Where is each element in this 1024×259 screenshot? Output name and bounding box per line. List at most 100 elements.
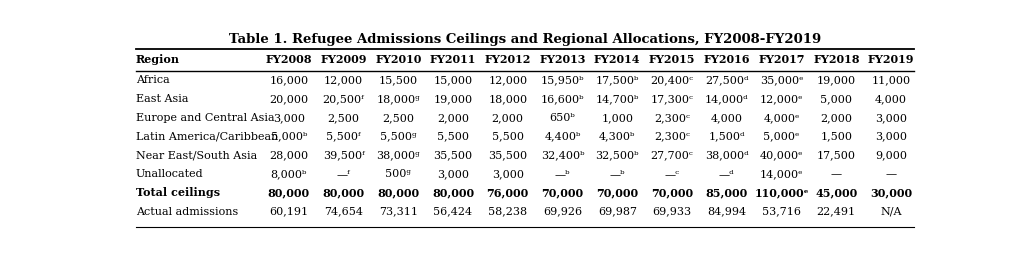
Text: FY2010: FY2010 (375, 54, 422, 66)
Text: —ᵇ: —ᵇ (609, 169, 625, 179)
Text: 84,994: 84,994 (708, 207, 746, 217)
Text: 17,300ᶜ: 17,300ᶜ (650, 94, 693, 104)
Text: 3,000: 3,000 (876, 132, 907, 142)
Text: 650ᵇ: 650ᵇ (550, 113, 575, 123)
Text: Unallocated: Unallocated (136, 169, 204, 179)
Text: 17,500: 17,500 (817, 150, 856, 160)
Text: FY2013: FY2013 (540, 54, 586, 66)
Text: 4,000: 4,000 (711, 113, 742, 123)
Text: 3,000: 3,000 (492, 169, 523, 179)
Text: 76,000: 76,000 (486, 187, 528, 198)
Text: Region: Region (136, 54, 180, 66)
Text: 15,950ᵇ: 15,950ᵇ (541, 75, 585, 85)
Text: 85,000: 85,000 (706, 187, 748, 198)
Text: Near East/South Asia: Near East/South Asia (136, 150, 257, 160)
Text: 12,000: 12,000 (488, 75, 527, 85)
Text: FY2017: FY2017 (759, 54, 805, 66)
Text: 20,000: 20,000 (269, 94, 308, 104)
Text: FY2016: FY2016 (703, 54, 750, 66)
Text: 80,000: 80,000 (267, 187, 310, 198)
Text: 80,000: 80,000 (377, 187, 419, 198)
Text: 2,300ᶜ: 2,300ᶜ (654, 113, 690, 123)
Text: 4,400ᵇ: 4,400ᵇ (545, 132, 581, 142)
Text: —ᶠ: —ᶠ (337, 169, 350, 179)
Text: —ᵇ: —ᵇ (555, 169, 570, 179)
Text: —ᶜ: —ᶜ (665, 169, 680, 179)
Text: Table 1. Refugee Admissions Ceilings and Regional Allocations, FY2008-FY2019: Table 1. Refugee Admissions Ceilings and… (228, 33, 821, 46)
Text: —: — (830, 169, 842, 179)
Text: Africa: Africa (136, 75, 170, 85)
Text: —: — (886, 169, 897, 179)
Text: N/A: N/A (881, 207, 902, 217)
Text: 5,500ᶠ: 5,500ᶠ (327, 132, 360, 142)
Text: 1,000: 1,000 (601, 113, 633, 123)
Text: 70,000: 70,000 (651, 187, 693, 198)
Text: 74,654: 74,654 (324, 207, 362, 217)
Text: 69,987: 69,987 (598, 207, 637, 217)
Text: 5,500ᵍ: 5,500ᵍ (380, 132, 417, 142)
Text: 4,300ᵇ: 4,300ᵇ (599, 132, 636, 142)
Text: 22,491: 22,491 (817, 207, 856, 217)
Text: 15,000: 15,000 (433, 75, 472, 85)
Text: Latin America/Caribbean: Latin America/Caribbean (136, 132, 279, 142)
Text: 27,500ᵈ: 27,500ᵈ (705, 75, 749, 85)
Text: 30,000: 30,000 (870, 187, 912, 198)
Text: 18,000: 18,000 (488, 94, 527, 104)
Text: 18,000ᵍ: 18,000ᵍ (377, 94, 420, 104)
Text: 2,000: 2,000 (820, 113, 852, 123)
Text: —ᵈ: —ᵈ (719, 169, 734, 179)
Text: 2,500: 2,500 (328, 113, 359, 123)
Text: 38,000ᵍ: 38,000ᵍ (377, 150, 420, 160)
Text: 35,000ᵉ: 35,000ᵉ (760, 75, 803, 85)
Text: 110,000ᵉ: 110,000ᵉ (755, 187, 809, 198)
Text: 5,000ᵉ: 5,000ᵉ (763, 132, 800, 142)
Text: 5,500: 5,500 (492, 132, 523, 142)
Text: Europe and Central Asia: Europe and Central Asia (136, 113, 274, 123)
Text: 20,400ᶜ: 20,400ᶜ (650, 75, 693, 85)
Text: FY2019: FY2019 (867, 54, 914, 66)
Text: FY2008: FY2008 (265, 54, 312, 66)
Text: 53,716: 53,716 (762, 207, 801, 217)
Text: 1,500: 1,500 (820, 132, 852, 142)
Text: 69,926: 69,926 (543, 207, 582, 217)
Text: Actual admissions: Actual admissions (136, 207, 239, 217)
Text: 58,238: 58,238 (488, 207, 527, 217)
Text: 73,311: 73,311 (379, 207, 418, 217)
Text: 27,700ᶜ: 27,700ᶜ (650, 150, 693, 160)
Text: 35,500: 35,500 (433, 150, 472, 160)
Text: 32,400ᵇ: 32,400ᵇ (541, 150, 585, 160)
Text: 4,000: 4,000 (876, 94, 907, 104)
Text: 5,000ᵇ: 5,000ᵇ (270, 132, 307, 142)
Text: 14,000ᵉ: 14,000ᵉ (760, 169, 803, 179)
Text: FY2014: FY2014 (594, 54, 640, 66)
Text: 40,000ᵉ: 40,000ᵉ (760, 150, 803, 160)
Text: 3,000: 3,000 (876, 113, 907, 123)
Text: FY2015: FY2015 (649, 54, 695, 66)
Text: 8,000ᵇ: 8,000ᵇ (270, 169, 307, 179)
Text: 19,000: 19,000 (433, 94, 472, 104)
Text: FY2009: FY2009 (321, 54, 367, 66)
Text: 39,500ᶠ: 39,500ᶠ (323, 150, 365, 160)
Text: 32,500ᵇ: 32,500ᵇ (596, 150, 639, 160)
Text: 3,000: 3,000 (437, 169, 469, 179)
Text: 70,000: 70,000 (596, 187, 638, 198)
Text: 45,000: 45,000 (815, 187, 857, 198)
Text: 12,000ᵉ: 12,000ᵉ (760, 94, 803, 104)
Text: 3,000: 3,000 (272, 113, 305, 123)
Text: 5,000: 5,000 (820, 94, 852, 104)
Text: 28,000: 28,000 (269, 150, 308, 160)
Text: 56,424: 56,424 (433, 207, 472, 217)
Text: 16,600ᵇ: 16,600ᵇ (541, 94, 585, 104)
Text: 14,000ᵈ: 14,000ᵈ (705, 94, 749, 104)
Text: 17,500ᵇ: 17,500ᵇ (596, 75, 639, 85)
Text: 20,500ᶠ: 20,500ᶠ (323, 94, 365, 104)
Text: 80,000: 80,000 (432, 187, 474, 198)
Text: 500ᵍ: 500ᵍ (385, 169, 412, 179)
Text: 60,191: 60,191 (269, 207, 308, 217)
Text: 19,000: 19,000 (817, 75, 856, 85)
Text: 80,000: 80,000 (323, 187, 365, 198)
Text: 2,000: 2,000 (492, 113, 523, 123)
Text: East Asia: East Asia (136, 94, 188, 104)
Text: 14,700ᵇ: 14,700ᵇ (596, 94, 639, 104)
Text: 12,000: 12,000 (324, 75, 364, 85)
